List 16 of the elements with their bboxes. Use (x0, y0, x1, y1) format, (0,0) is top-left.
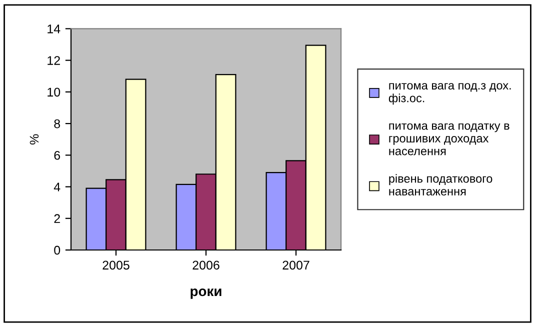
x-axis-title: роки (190, 288, 222, 299)
y-tick-label: 4 (54, 182, 60, 192)
y-tick-label: 10 (48, 88, 60, 97)
x-tick-label: 2007 (282, 260, 310, 270)
y-tick-label: 6 (54, 150, 60, 160)
y-tick-label: 0 (54, 246, 60, 255)
legend-label: питома вага под.з дох. фіз.ос. (388, 83, 511, 105)
y-tick-label: 12 (48, 56, 60, 65)
y-tick-label: 8 (54, 119, 60, 128)
y-tick-label: 14 (48, 24, 60, 34)
legend-label: рівень податкового навантаження (389, 174, 492, 196)
legend-label: питома вага податку в грошивих доходах населення (389, 123, 510, 156)
y-tick-label: 2 (54, 214, 60, 223)
x-tick-label: 2005 (102, 260, 130, 270)
y-axis-title: % (30, 134, 39, 144)
x-tick-label: 2006 (192, 260, 220, 270)
